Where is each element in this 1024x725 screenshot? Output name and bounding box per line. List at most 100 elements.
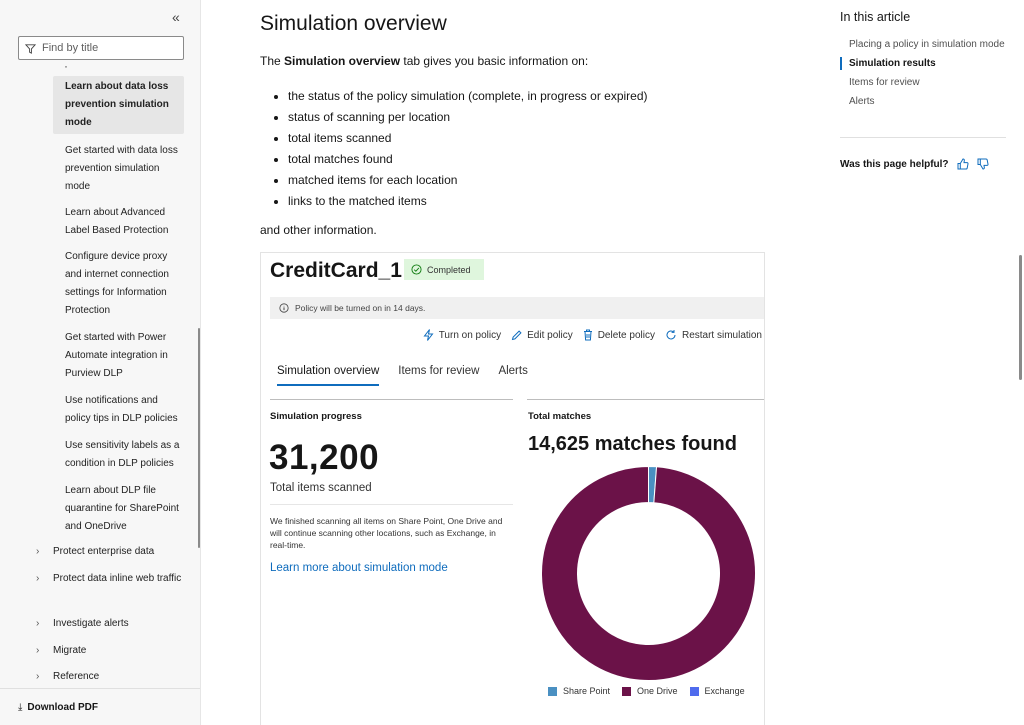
- turn-on-policy-button[interactable]: Turn on policy: [423, 329, 501, 341]
- thumbs-down-icon[interactable]: [977, 158, 989, 170]
- flash-icon: [423, 329, 434, 341]
- download-icon: ⤓: [18, 701, 23, 713]
- outline-link-placing-policy[interactable]: Placing a policy in simulation mode: [849, 39, 1005, 50]
- tab-items-for-review[interactable]: Items for review: [398, 365, 480, 377]
- info-list: the status of the policy simulation (com…: [288, 86, 648, 212]
- legend-item-exchange: Exchange: [689, 686, 745, 696]
- divider: [270, 504, 513, 505]
- outline-link-alerts[interactable]: Alerts: [849, 96, 875, 107]
- items-scanned-count: 31,200: [269, 438, 380, 477]
- list-item: matched items for each location: [288, 170, 648, 191]
- list-item: total matches found: [288, 149, 648, 170]
- policy-name: CreditCard_1: [270, 259, 402, 282]
- command-label: Turn on policy: [438, 329, 502, 341]
- legend-item-sharepoint: Share Point: [548, 686, 610, 696]
- nav-scrollbar[interactable]: [198, 328, 200, 548]
- info-icon: [279, 303, 289, 313]
- toc-group-reference[interactable]: › Reference: [36, 668, 186, 686]
- command-label: Edit policy: [527, 329, 573, 341]
- chevron-right-icon: ›: [36, 645, 40, 656]
- learn-more-link[interactable]: Learn more about simulation mode: [270, 562, 448, 574]
- download-pdf-label: Download PDF: [27, 701, 98, 713]
- status-text: Completed: [427, 264, 471, 275]
- toc-item-advanced-label-protection[interactable]: Learn about Advanced Label Based Protect…: [65, 207, 169, 236]
- collapse-nav-button[interactable]: «: [172, 9, 180, 25]
- trash-icon: [583, 329, 592, 341]
- command-label: Restart simulation: [681, 329, 762, 341]
- divider: [527, 399, 764, 400]
- intro-paragraph: The Simulation overview tab gives you ba…: [260, 54, 588, 68]
- command-bar: Turn on policy Edit policy Delete policy…: [423, 329, 762, 341]
- toc-group-label: Protect data inline web traffic: [53, 573, 182, 584]
- toc-group-protect-enterprise-data[interactable]: › Protect enterprise data: [36, 543, 186, 561]
- chevron-right-icon: ›: [36, 573, 40, 584]
- legend-swatch: [548, 686, 557, 696]
- toc-group-investigate-alerts[interactable]: › Investigate alerts: [36, 615, 186, 633]
- pencil-icon: [511, 329, 522, 340]
- simulation-progress-heading: Simulation progress: [270, 411, 362, 422]
- intro-text: The: [260, 54, 285, 68]
- toc-item-get-started-simulation[interactable]: Get started with data loss prevention si…: [65, 145, 178, 192]
- toc-group-protect-inline-web[interactable]: › Protect data inline web traffic: [36, 570, 186, 588]
- toc-item-device-proxy[interactable]: Configure device proxy and internet conn…: [65, 251, 169, 316]
- article-outline: Placing a policy in simulation mode Simu…: [840, 38, 1008, 108]
- outline-link-simulation-results[interactable]: Simulation results: [840, 57, 1008, 70]
- toc-group-label: Migrate: [53, 645, 87, 656]
- page-title: Simulation overview: [260, 12, 447, 35]
- divider: [270, 399, 513, 400]
- legend-label: One Drive: [637, 686, 678, 696]
- restart-simulation-button[interactable]: Restart simulation: [665, 329, 762, 341]
- list-item: status of scanning per location: [288, 107, 648, 128]
- list-item: total items scanned: [288, 128, 648, 149]
- toc-group-label: Investigate alerts: [53, 618, 129, 629]
- toc-item-power-automate[interactable]: Get started with Power Automate integrat…: [65, 332, 168, 379]
- matches-donut-chart: [541, 466, 756, 681]
- list-item: links to the matched items: [288, 191, 648, 212]
- chevron-right-icon: ›: [36, 546, 40, 557]
- progress-description: We finished scanning all items on Share …: [270, 516, 503, 550]
- edit-policy-button[interactable]: Edit policy: [511, 329, 573, 341]
- command-label: Delete policy: [597, 329, 655, 341]
- feedback-row: Was this page helpful?: [840, 158, 989, 170]
- filter-box[interactable]: [18, 36, 184, 60]
- intro-text-end: tab gives you basic information on:: [400, 54, 589, 68]
- check-circle-icon: [411, 264, 422, 275]
- outline-link-items-for-review[interactable]: Items for review: [849, 77, 920, 88]
- download-pdf-button[interactable]: ⤓ Download PDF: [0, 688, 200, 725]
- legend-label: Share Point: [563, 686, 611, 696]
- thumbs-up-icon[interactable]: [957, 158, 969, 170]
- toc-item-sensitivity-labels[interactable]: Use sensitivity labels as a condition in…: [65, 440, 180, 469]
- tab-alerts[interactable]: Alerts: [498, 365, 528, 377]
- chevron-right-icon: ›: [36, 671, 40, 682]
- outro-paragraph: and other information.: [260, 223, 377, 237]
- notice-text: Policy will be turned on in 14 days.: [295, 303, 426, 313]
- toc-group-migrate[interactable]: › Migrate: [36, 642, 186, 660]
- status-badge: Completed: [404, 259, 484, 280]
- toc-ellipsis: ·: [64, 62, 68, 73]
- chevron-right-icon: ›: [36, 618, 40, 629]
- toc-item-file-quarantine[interactable]: Learn about DLP file quarantine for Shar…: [65, 485, 179, 532]
- donut-slice-one-drive: [541, 466, 756, 681]
- legend-item-onedrive: One Drive: [622, 686, 678, 696]
- policy-notice-bar: Policy will be turned on in 14 days.: [270, 297, 764, 319]
- page-scrollbar[interactable]: [1019, 255, 1022, 380]
- toc-group-label: Reference: [53, 671, 100, 682]
- donut-legend: Share Point One Drive Exchange: [548, 686, 745, 696]
- divider: [840, 137, 1006, 138]
- toc-tree: · Learn about data loss prevention simul…: [0, 62, 200, 688]
- list-item: the status of the policy simulation (com…: [288, 86, 648, 107]
- toc-item-notifications-policy-tips[interactable]: Use notifications and policy tips in DLP…: [65, 395, 178, 424]
- tab-simulation-overview[interactable]: Simulation overview: [277, 365, 380, 386]
- filter-input[interactable]: [42, 42, 172, 54]
- legend-swatch: [622, 686, 632, 696]
- toc-item-learn-dlp-simulation[interactable]: Learn about data loss prevention simulat…: [53, 76, 184, 134]
- filter-icon: [25, 43, 36, 54]
- items-scanned-caption: Total items scanned: [270, 482, 372, 494]
- in-this-article-heading: In this article: [840, 10, 911, 24]
- legend-swatch: [689, 686, 699, 696]
- total-matches-heading: Total matches: [528, 411, 592, 422]
- delete-policy-button[interactable]: Delete policy: [583, 329, 655, 341]
- matches-found-headline: 14,625 matches found: [528, 433, 737, 455]
- intro-bold-text: Simulation overview: [284, 54, 401, 68]
- simulation-tabs: Simulation overview Items for review Ale…: [277, 365, 528, 386]
